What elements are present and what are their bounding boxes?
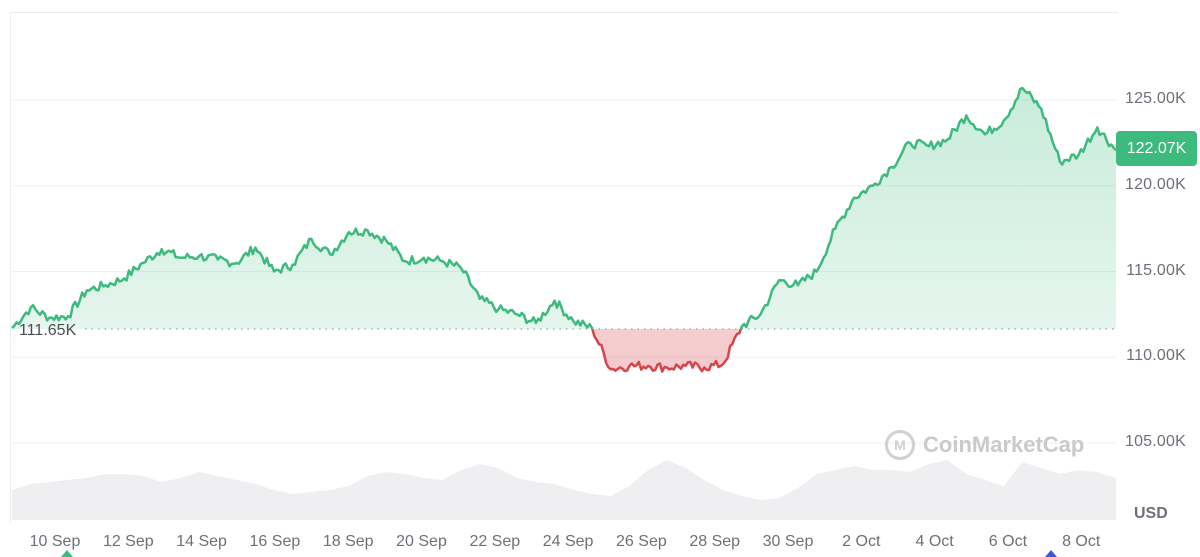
x-axis-tick-label: 8 Oct: [1062, 533, 1101, 550]
watermark-text: CoinMarketCap: [923, 432, 1085, 457]
x-axis-tick-label: 22 Sep: [469, 533, 521, 550]
y-axis-tick-label: 105.00K: [1124, 433, 1186, 450]
x-axis-tick-label: 12 Sep: [102, 533, 154, 550]
volume-area: [12, 460, 1116, 520]
price-line-above: [11, 86, 1117, 329]
x-axis-tick-label: 10 Sep: [29, 533, 81, 550]
x-axis-tick-label: 4 Oct: [915, 533, 954, 550]
x-axis-tick-label: 18 Sep: [322, 533, 374, 550]
x-axis-tick-label: 6 Oct: [988, 533, 1028, 550]
x-axis-tick-label: 30 Sep: [762, 533, 814, 550]
x-axis-tick-label: 14 Sep: [176, 533, 227, 550]
y-axis-tick-label: 120.00K: [1124, 175, 1186, 193]
event-marker-icon[interactable]: [1045, 550, 1057, 557]
x-axis-tick-label: 20 Sep: [396, 533, 447, 550]
x-axis-tick-label: 26 Sep: [616, 533, 667, 550]
current-price-tag: 122.07K: [1116, 131, 1197, 166]
currency-label[interactable]: USD: [1134, 505, 1168, 522]
event-marker-icon[interactable]: [61, 550, 73, 557]
x-axis-tick-label: 24 Sep: [542, 533, 594, 550]
chart-frame: [10, 12, 1118, 523]
y-axis-tick-label: 110.00K: [1126, 347, 1186, 365]
baseline-label: 111.65K: [19, 322, 77, 339]
x-axis-tick-label: 16 Sep: [249, 533, 301, 550]
y-axis-tick-label: 115.00K: [1126, 261, 1186, 279]
x-axis-tick-label: 2 Oct: [842, 533, 881, 550]
coinmarketcap-watermark: M CoinMarketCap: [885, 430, 1084, 460]
y-axis-tick-label: 125.00K: [1124, 90, 1186, 107]
coinmarketcap-logo-icon: M: [885, 430, 915, 460]
x-axis-tick-label: 28 Sep: [689, 533, 741, 550]
